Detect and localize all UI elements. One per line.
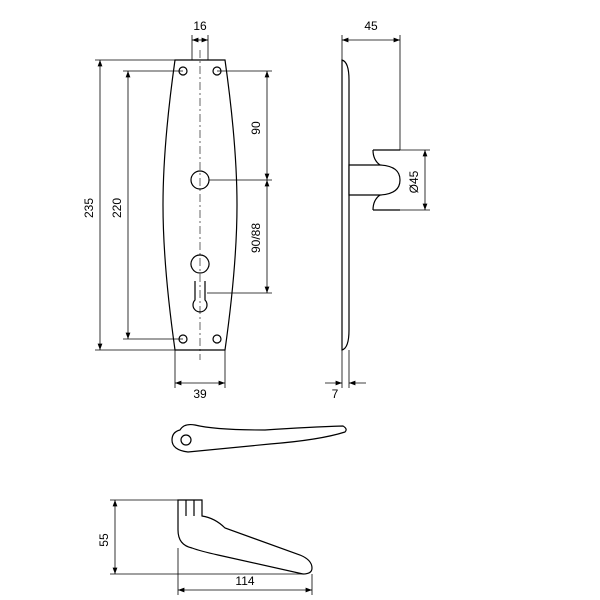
dim-dia45: Ø45 (407, 170, 421, 193)
dim-7: 7 (332, 387, 339, 401)
dim-90: 90 (249, 121, 263, 135)
dim-220: 220 (110, 198, 124, 218)
handle-top-view (172, 425, 346, 452)
handle-side-view: 55 114 (97, 500, 312, 595)
dim-90-88: 90/88 (249, 223, 263, 253)
front-plate-dimensions: 16 235 220 90 90/88 39 (82, 19, 272, 401)
dim-55: 55 (97, 533, 111, 547)
dim-114: 114 (235, 574, 254, 588)
technical-drawing: 16 235 220 90 90/88 39 (0, 0, 600, 600)
dim-39: 39 (193, 387, 207, 401)
front-plate-view (163, 50, 237, 360)
dim-45: 45 (364, 19, 378, 33)
side-view: 45 Ø45 7 (325, 19, 430, 401)
dim-16: 16 (193, 19, 207, 33)
dim-235: 235 (82, 198, 96, 218)
